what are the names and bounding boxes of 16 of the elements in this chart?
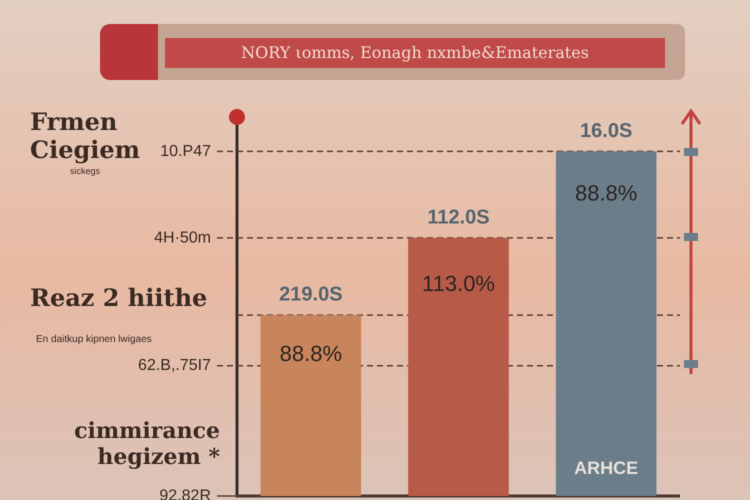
chart-title: NORY ιomms, Eonagh nxmbe&Ematerates bbox=[165, 38, 665, 68]
annotation: 113.0% bbox=[422, 270, 495, 296]
annotation: 88.8% bbox=[280, 341, 342, 366]
ref-line-label: 10.P47 bbox=[160, 142, 212, 160]
annotation: cimmirance hegizem * bbox=[73, 418, 220, 470]
y-axis-title: Frmen Ciegiem bbox=[30, 107, 142, 164]
ref-line-label: 4H·50m bbox=[154, 229, 211, 246]
annotation: 88.8% bbox=[574, 180, 638, 206]
text: Reaz 2 hiithe bbox=[30, 283, 208, 312]
text: sickegs bbox=[70, 166, 100, 176]
annotation: 219.0S bbox=[279, 284, 343, 306]
ref-line-label: 62.B,.75I7 bbox=[138, 357, 212, 374]
text: 16.0S bbox=[580, 120, 632, 142]
annotation: 112.0S bbox=[427, 206, 490, 228]
text: En daitkup kipnen lwigaes bbox=[36, 334, 152, 345]
annotation: ARНCE bbox=[574, 458, 638, 478]
